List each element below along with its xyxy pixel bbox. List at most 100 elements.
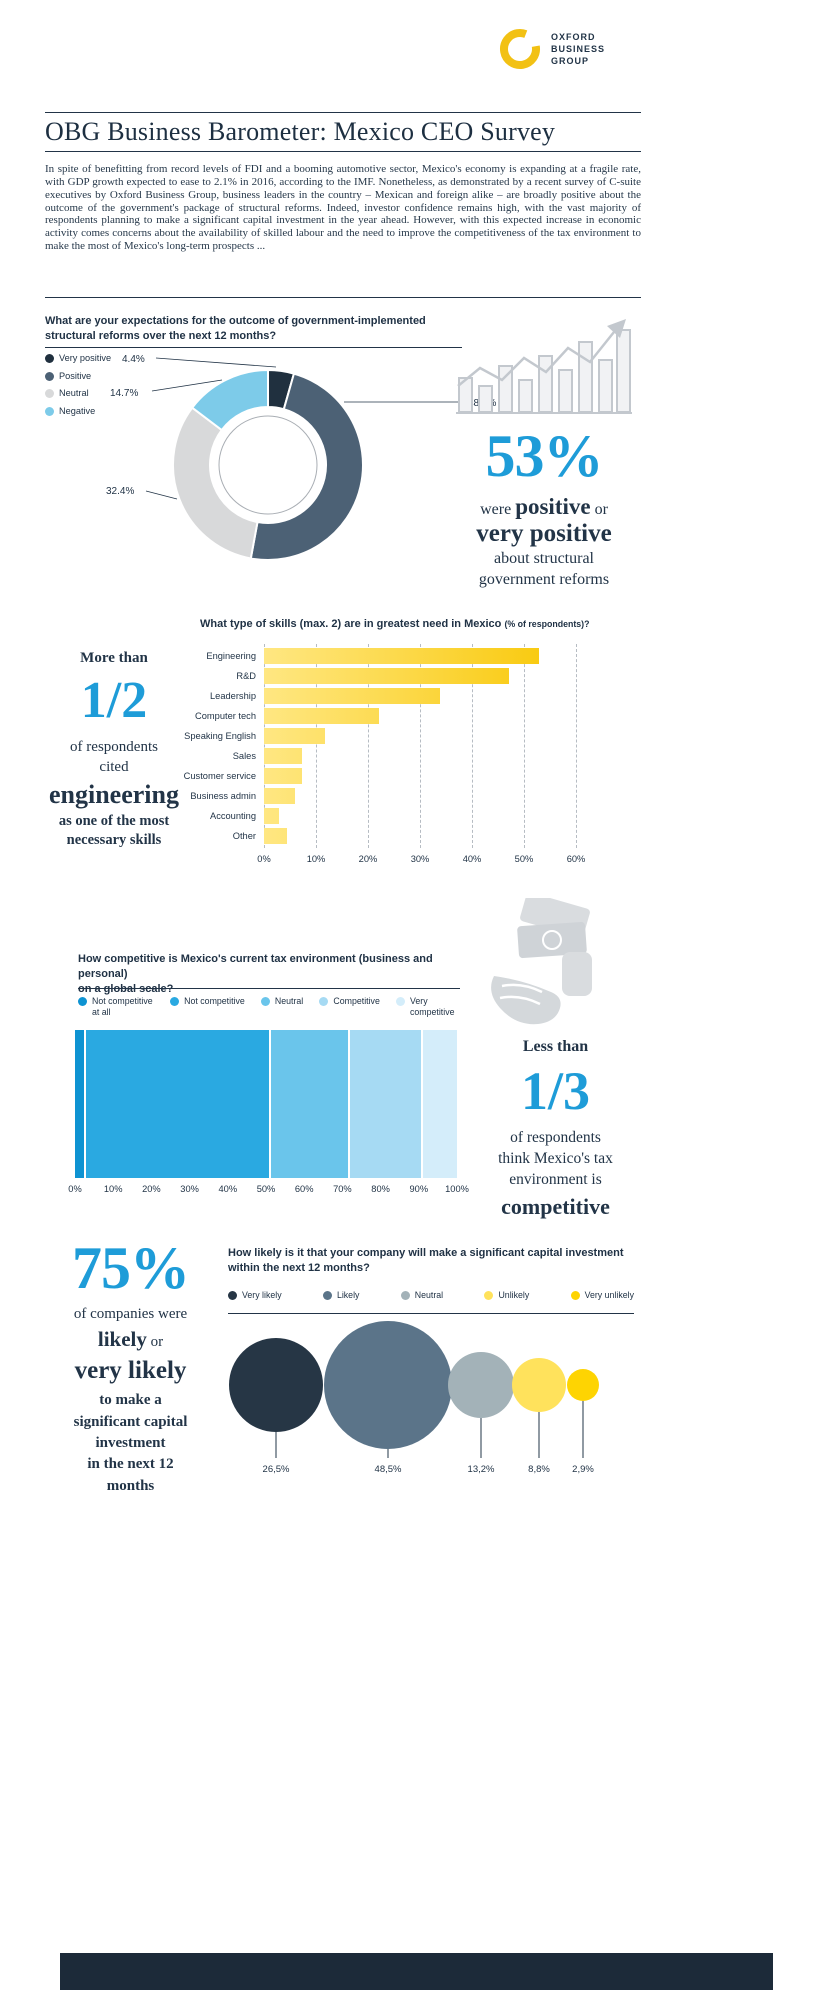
legend-label-positive: Positive <box>59 370 92 381</box>
logo-line-1: OXFORD <box>551 31 596 42</box>
donut-segment-positive <box>249 372 364 561</box>
page-title: OBG Business Barometer: Mexico CEO Surve… <box>45 117 556 146</box>
legend-item-negative: Negative <box>45 406 111 417</box>
donut-segment-negative <box>190 368 269 432</box>
legend-item-neutral: Neutral <box>260 996 303 1007</box>
skill-label-business-admin: Business admin <box>190 791 256 801</box>
cash-money-icon <box>491 898 592 1025</box>
skill-label-r-d: R&D <box>236 671 256 681</box>
tax-question-line1: How competitive is Mexico's current tax … <box>78 953 433 980</box>
skill-label-leadership: Leadership <box>209 691 256 701</box>
bubble-neutral <box>448 1352 514 1418</box>
legend-label-unlikely: Unlikely <box>498 1290 530 1300</box>
skills-tick-3: 30% <box>410 854 430 864</box>
tax-x-axis: 0% 10% 20% 30% 40% 50% 60% 70% 80% 90% 100% <box>68 1184 469 1198</box>
skills-highlight: More than 1/2 of respondents cited engin… <box>38 650 190 851</box>
legend-dot-not-competitive <box>170 997 180 1006</box>
tax-question-rule <box>78 988 460 989</box>
legend-label-very-likely: Very likely <box>242 1290 282 1300</box>
skill-label-computer-tech: Computer tech <box>195 711 256 721</box>
investment-caption-5: investment <box>95 1434 166 1451</box>
tax-question: How competitive is Mexico's current tax … <box>78 952 478 997</box>
tax-caption-3: environment is <box>509 1170 602 1188</box>
legend-dot-not-competitive-at-all <box>78 997 87 1006</box>
skills-caption-1: of respondents <box>70 739 158 755</box>
reforms-highlight: 53% were positive or very positive about… <box>445 316 643 590</box>
skill-label-speaking-english: Speaking English <box>184 731 256 741</box>
reforms-question-line1: What are your expectations for the outco… <box>45 315 426 327</box>
tax-less-than: Less than <box>522 1038 589 1055</box>
title-rule-top <box>45 112 641 113</box>
skills-gridline-0 <box>264 644 265 848</box>
skill-label-engineering: Engineering <box>206 651 256 661</box>
skills-caption-5: necessary skills <box>66 832 162 849</box>
legend-dot-competitive <box>319 997 329 1006</box>
reforms-donut-svg: 4.4%48.5%14.7%32.4% <box>106 354 496 561</box>
skills-x-axis: 0% 10% 20% 30% 40% 50% 60% <box>257 854 585 868</box>
skill-track-sales <box>264 748 576 764</box>
tax-tick-0: 0% <box>68 1184 82 1194</box>
reforms-very-positive: very positive <box>476 520 612 547</box>
reforms-were: were <box>480 501 512 518</box>
investment-caption-2: likely or <box>38 1325 223 1354</box>
reforms-gov: government reforms <box>478 570 610 588</box>
logo-line-2: BUSINESS <box>551 43 606 54</box>
tax-tick-6: 60% <box>294 1184 314 1194</box>
skills-gridline-3 <box>420 644 421 848</box>
logo-line-3: GROUP <box>551 56 590 67</box>
skill-bar-r-d <box>264 668 509 684</box>
bubble-very-unlikely <box>567 1369 599 1401</box>
skills-tick-4: 40% <box>462 854 482 864</box>
tax-legend: Not competitive at all Not competitive Neu… <box>78 996 462 1017</box>
legend-dot-neutral <box>260 997 270 1006</box>
tax-competitive: competitive <box>501 1193 610 1219</box>
skill-row-r-d: R&D <box>180 666 584 686</box>
skill-row-engineering: Engineering <box>180 646 584 666</box>
legend-dot-negative <box>45 406 54 416</box>
skills-tick-6: 60% <box>566 854 586 864</box>
tax-highlight: Less than 1/3 of respondents think Mexic… <box>468 1038 643 1220</box>
tax-tick-2: 20% <box>142 1184 161 1194</box>
tax-tick-3: 30% <box>180 1184 199 1194</box>
skill-bar-computer-tech <box>264 708 379 724</box>
legend-label-very-unlikely: Very unlikely <box>584 1290 634 1300</box>
legend-item-competitive: Competitive <box>319 996 380 1007</box>
skills-rows: Engineering R&D Leadership Computer tech Spe… <box>180 642 584 846</box>
tax-tick-10: 100% <box>445 1184 469 1194</box>
legend-item-not-competitive-at-all: Not competitive at all <box>78 996 154 1017</box>
skill-label-other: Other <box>232 831 256 841</box>
donut-value-label: 14.7% <box>110 388 138 399</box>
reforms-legend: Very positive Positive Neutral Negative <box>45 353 111 417</box>
donut-leader-line <box>151 379 223 392</box>
skills-question-small: (% of respondents)? <box>504 619 590 629</box>
bubble-unlikely <box>512 1358 566 1412</box>
skill-track-accounting <box>264 808 576 824</box>
skill-row-leadership: Leadership <box>180 686 584 706</box>
legend-item-likely: Likely <box>322 1290 359 1301</box>
skill-track-leadership <box>264 688 576 704</box>
skill-row-sales: Sales <box>180 746 584 766</box>
bubble-value-very-unlikely: 2,9% <box>572 1464 594 1475</box>
skills-gridline-6 <box>576 644 577 848</box>
intro-rule <box>45 297 641 298</box>
skills-gridline-5 <box>523 644 525 848</box>
tax-segment-not-competitive <box>86 1030 272 1178</box>
legend-label-very-positive: Very positive <box>59 353 112 363</box>
legend-label-neutral: Neutral <box>59 388 89 399</box>
legend-dot-very-positive <box>45 354 54 363</box>
legend-dot-unlikely <box>484 1291 494 1300</box>
bubble-value-unlikely: 8,8% <box>528 1464 550 1475</box>
investment-likely: likely <box>97 1327 147 1351</box>
tax-caption-1: of respondents <box>510 1129 601 1146</box>
tax-segment-neutral <box>271 1030 351 1178</box>
legend-item-not-competitive: Not competitive <box>170 996 245 1007</box>
legend-label-competitive: Competitive <box>333 996 380 1006</box>
investment-question-line2: within the next 12 months? <box>228 1261 370 1274</box>
tax-stat: 1/3 <box>520 1061 590 1121</box>
investment-caption-3: to make a <box>99 1392 162 1409</box>
skill-row-customer-service: Customer service <box>180 766 584 786</box>
legend-item-neutral: Neutral <box>400 1290 443 1301</box>
skills-question-main: What type of skills (max. 2) are in grea… <box>200 618 502 630</box>
investment-question-line1: How likely is it that your company will … <box>228 1247 624 1259</box>
legend-label-very-competitive: Very competitive <box>410 996 455 1017</box>
